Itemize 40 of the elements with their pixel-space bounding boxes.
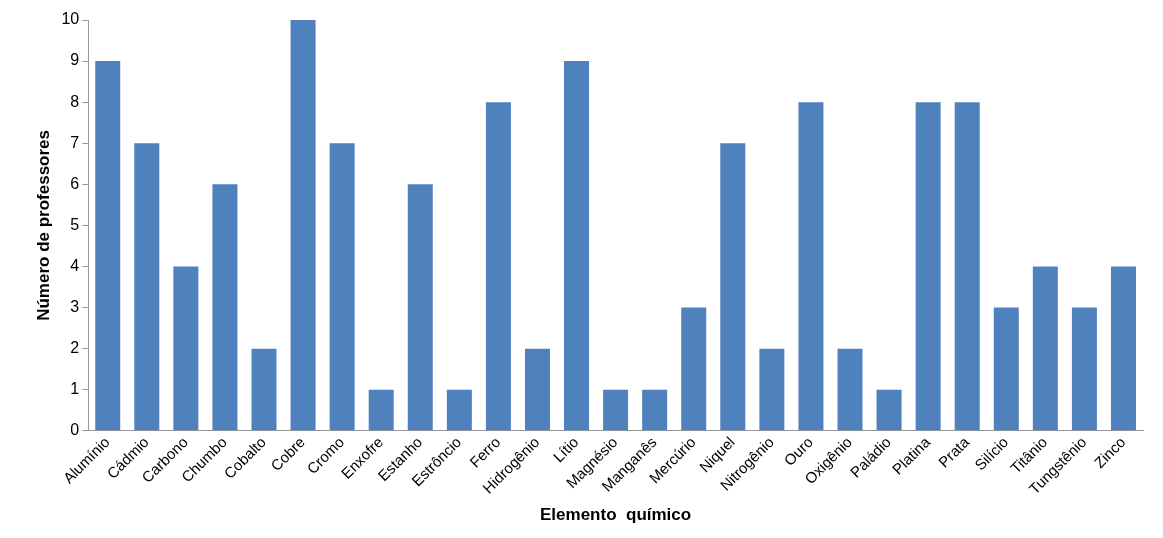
bar bbox=[134, 143, 160, 431]
y-tick-label: 6 bbox=[70, 174, 80, 192]
bar bbox=[642, 389, 668, 431]
bar bbox=[603, 389, 629, 431]
y-tick-label: 8 bbox=[70, 92, 80, 110]
bar bbox=[524, 348, 550, 431]
bar bbox=[251, 348, 277, 431]
bar bbox=[407, 184, 433, 431]
bar bbox=[368, 389, 394, 431]
bar bbox=[759, 348, 785, 431]
bar bbox=[876, 389, 902, 431]
bar bbox=[212, 184, 238, 431]
y-tick-label: 1 bbox=[70, 380, 80, 398]
x-axis-title: Elemento químico bbox=[540, 505, 692, 525]
y-tick-label: 3 bbox=[70, 297, 80, 315]
bar bbox=[95, 61, 121, 431]
y-tick-label: 4 bbox=[70, 256, 80, 274]
bar bbox=[1032, 266, 1058, 431]
y-tick-label: 9 bbox=[70, 51, 80, 69]
bar bbox=[720, 143, 746, 431]
bar bbox=[798, 102, 824, 431]
y-tick-label: 7 bbox=[70, 133, 80, 151]
bar bbox=[446, 389, 472, 431]
bar bbox=[1071, 307, 1097, 431]
bar bbox=[954, 102, 980, 431]
y-tick-label: 2 bbox=[70, 339, 80, 357]
bar bbox=[485, 102, 511, 431]
bar bbox=[329, 143, 355, 431]
bar bbox=[173, 266, 199, 431]
bar bbox=[564, 61, 590, 431]
y-tick-label: 5 bbox=[70, 215, 80, 233]
bar bbox=[993, 307, 1019, 431]
bar bbox=[1110, 266, 1136, 431]
y-axis-title: Número de professores bbox=[33, 129, 53, 321]
bar bbox=[837, 348, 863, 431]
y-tick-label: 0 bbox=[70, 421, 80, 439]
bar bbox=[290, 20, 316, 431]
bar bbox=[681, 307, 707, 431]
y-tick-label: 10 bbox=[61, 10, 80, 28]
bar bbox=[915, 102, 941, 431]
